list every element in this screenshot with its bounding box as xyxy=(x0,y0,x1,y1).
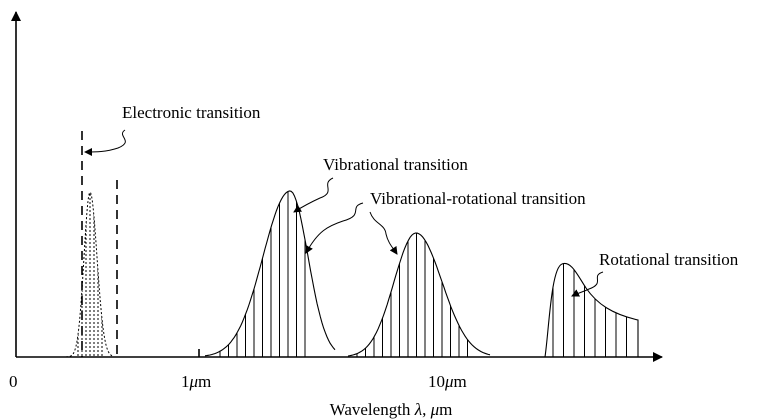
rotational-transition-label: Rotational transition xyxy=(599,250,739,269)
vibrational-leader-arrow xyxy=(293,177,334,213)
vibrational-peak xyxy=(204,190,336,357)
vib-rot-leader-arrow-1 xyxy=(305,202,364,254)
electronic-peak xyxy=(58,191,113,358)
rotational-leader-arrow xyxy=(571,271,604,297)
electronic-transition-label: Electronic transition xyxy=(122,103,261,122)
vibrational-rotational-peak xyxy=(347,232,491,357)
electronic-leader-arrow xyxy=(84,129,126,156)
tick-label-10um: 10μm xyxy=(428,372,467,391)
rotational-peak xyxy=(544,262,639,358)
tick-label-1um: 1μm xyxy=(181,372,211,391)
vib-rot-leader-arrow-2 xyxy=(369,211,398,255)
x-axis-title: Wavelength λ, μm xyxy=(330,400,453,419)
vibrational-transition-label: Vibrational transition xyxy=(323,155,468,174)
vibrational-rotational-transition-label: Vibrational-rotational transition xyxy=(370,189,586,208)
origin-label: 0 xyxy=(9,372,18,391)
